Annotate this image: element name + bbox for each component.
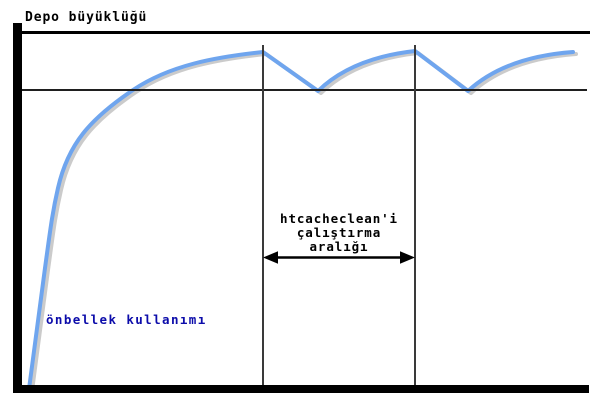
x-axis: [13, 385, 589, 393]
interval-arrow-left-head: [263, 251, 278, 264]
interval-label-line-1: htcacheclean'i: [280, 211, 398, 226]
interval-label-line-2: çalıştırma: [296, 225, 382, 240]
interval-label: htcacheclean'i çalıştırma aralığı: [263, 212, 415, 254]
y-axis: [13, 23, 22, 393]
cache-usage-curve: [27, 49, 575, 391]
curve-label: önbellek kullanımı: [46, 312, 207, 327]
interval-arrow-right-head: [400, 251, 415, 264]
y-axis-title: Depo büyüklüğü: [25, 10, 148, 25]
interval-label-line-3: aralığı: [309, 239, 369, 254]
